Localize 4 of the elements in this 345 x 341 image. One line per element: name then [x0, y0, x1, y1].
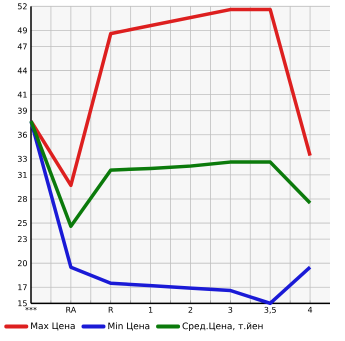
- legend-label: Min Цена: [108, 322, 150, 330]
- line-series: [29, 119, 312, 228]
- legend-label: Max Цена: [31, 322, 75, 330]
- legend-label: Сред.Цена, т.йен: [182, 322, 263, 331]
